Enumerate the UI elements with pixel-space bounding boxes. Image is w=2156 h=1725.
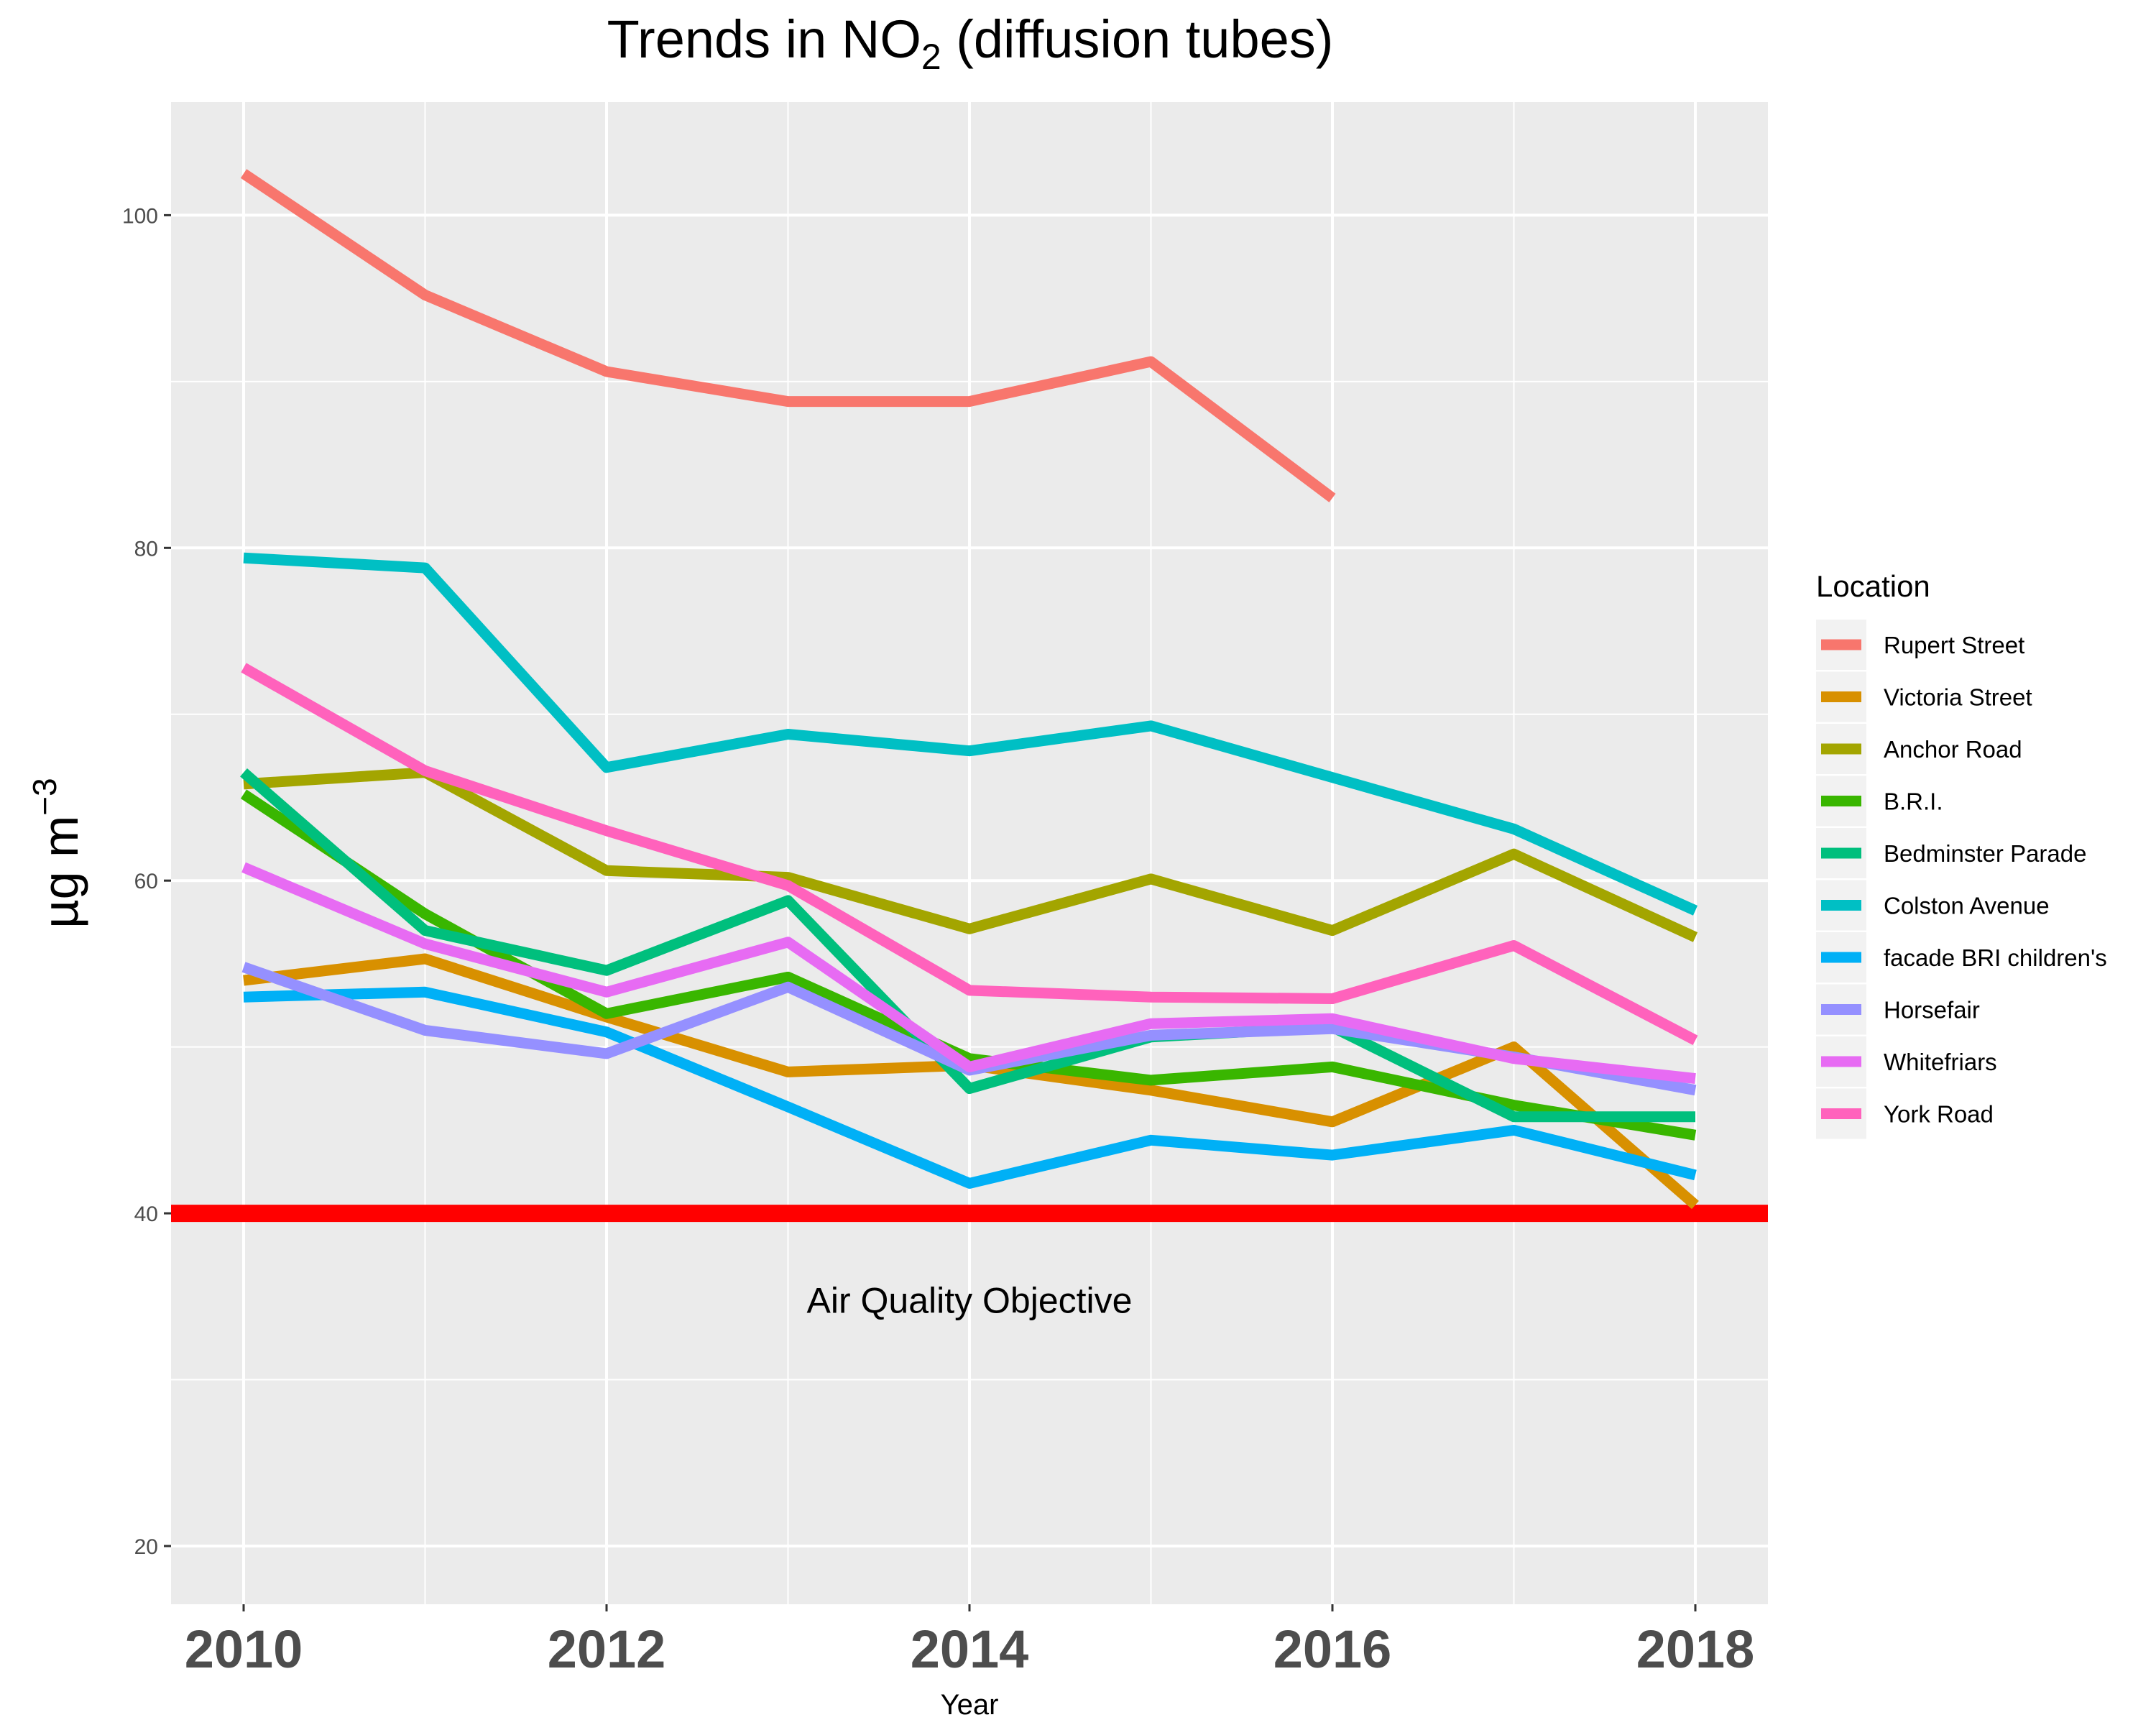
- x-tick-label: 2014: [911, 1619, 1029, 1679]
- series-line-0: [240, 169, 1336, 502]
- series-line-5: [243, 552, 1698, 916]
- y-tick-label: 100: [122, 204, 158, 228]
- x-axis-ticks: 2010 2012 2014 2016 2018: [185, 1604, 1755, 1679]
- x-axis-label: Year: [941, 1689, 999, 1721]
- reference-annotation: Air Quality Objective: [807, 1280, 1133, 1320]
- series-line-2: [243, 767, 1698, 942]
- series-line-8: [241, 862, 1696, 1085]
- legend-label-6: facade BRI children's: [1884, 944, 2107, 971]
- legend-label-0: Rupert Street: [1884, 632, 2024, 658]
- series-line-6: [243, 986, 1697, 1189]
- y-axis-label: µg m−3: [26, 778, 88, 928]
- x-tick-label: 2010: [185, 1619, 303, 1679]
- y-axis-ticks: 20 40 60 80 100: [122, 204, 171, 1559]
- legend-label-3: B.R.I.: [1884, 788, 1943, 815]
- chart-title: Trends in NO2 (diffusion tubes): [607, 9, 1334, 77]
- x-tick-label: 2018: [1636, 1619, 1755, 1679]
- y-tick-label: 80: [134, 537, 158, 561]
- x-tick-label: 2012: [548, 1619, 666, 1679]
- series-group: [240, 169, 1699, 1210]
- legend-label-8: Whitefriars: [1884, 1049, 1997, 1075]
- legend-label-2: Anchor Road: [1884, 736, 2022, 763]
- legend: Location Rupert Street Victoria Street Anc…: [1816, 569, 2107, 1139]
- legend-title: Location: [1816, 569, 1930, 603]
- legend-label-1: Victoria Street: [1884, 684, 2032, 711]
- legend-label-9: York Road: [1884, 1101, 1994, 1128]
- y-tick-label: 60: [134, 870, 158, 893]
- x-tick-label: 2016: [1273, 1619, 1392, 1679]
- legend-items: Rupert Street Victoria Street Anchor Road B…: [1816, 620, 2107, 1139]
- series-line-9: [241, 663, 1698, 1046]
- legend-label-5: Colston Avenue: [1884, 893, 2050, 919]
- legend-label-4: Bedminster Parade: [1884, 840, 2086, 867]
- series-line-4: [240, 768, 1695, 1123]
- y-tick-label: 20: [134, 1535, 158, 1559]
- legend-label-7: Horsefair: [1884, 997, 1980, 1024]
- y-tick-label: 40: [134, 1202, 158, 1226]
